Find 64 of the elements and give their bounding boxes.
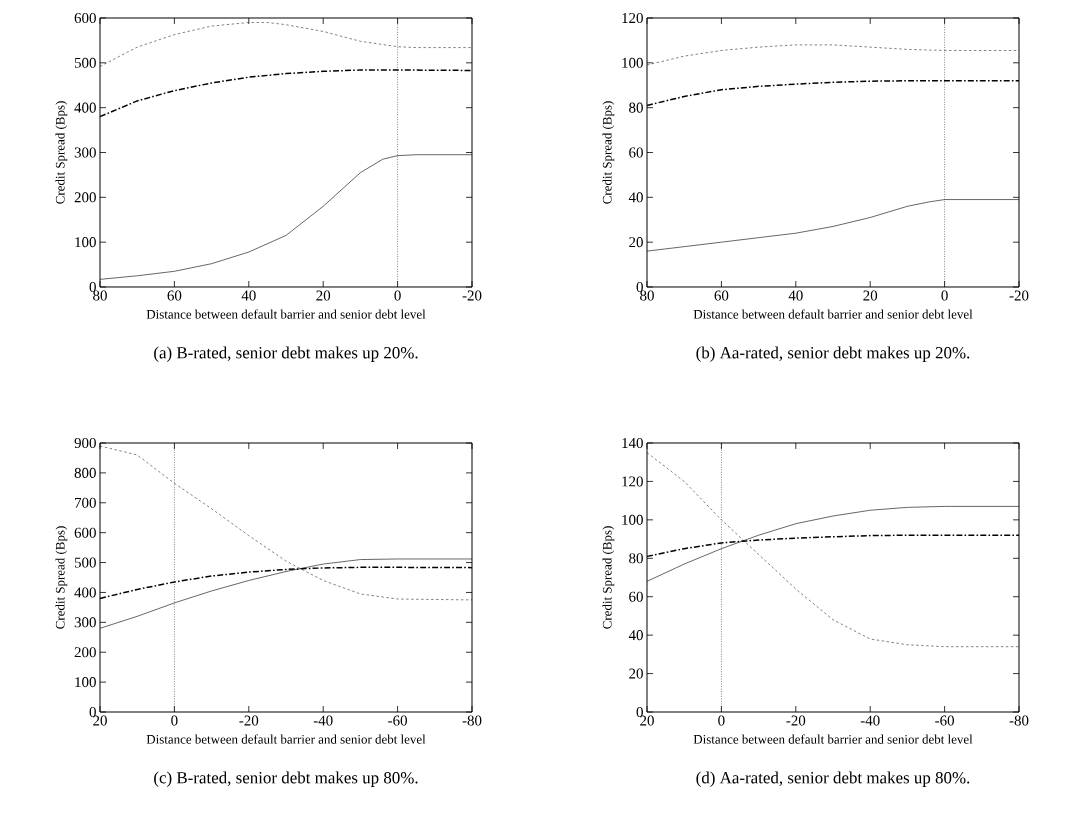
y-tick-label: 60 xyxy=(629,591,643,602)
x-tick-label: -40 xyxy=(313,715,333,726)
y-tick-label: 100 xyxy=(75,237,96,248)
x-tick-label: 60 xyxy=(714,290,729,301)
y-tick-label: 100 xyxy=(622,514,643,525)
x-axis-title: Distance between default barrier and senior debt level xyxy=(146,309,426,319)
text: (a) B-rated, senior debt makes up 20%. xyxy=(154,346,418,362)
y-tick-label: 0 xyxy=(89,706,96,718)
y-axis-title: Credit Spread (Bps) xyxy=(602,526,615,629)
x-tick-label: -80 xyxy=(1009,715,1029,726)
y-tick-label: 200 xyxy=(74,647,96,658)
x-tick-label: 0 xyxy=(941,290,948,301)
x-tick-label: 0 xyxy=(718,715,725,726)
y-tick-label: 60 xyxy=(629,147,643,158)
x-axis-title: Distance between default barrier and senior debt level xyxy=(693,309,973,319)
y-tick-label: 600 xyxy=(74,12,96,24)
x-tick-label: -60 xyxy=(935,715,954,726)
x-tick-label: -20 xyxy=(1009,290,1029,301)
x-tick-label: 20 xyxy=(863,290,878,301)
x-tick-label: -20 xyxy=(239,715,259,726)
x-axis-title: Distance between default barrier and senior debt level xyxy=(146,734,426,744)
text: (d) Aa-rated, senior debt makes up 80%. xyxy=(696,771,970,787)
y-tick-label: 140 xyxy=(622,437,643,449)
y-tick-label: 600 xyxy=(74,527,96,538)
y-tick-label: 40 xyxy=(628,630,643,641)
y-tick-label: 300 xyxy=(74,147,96,158)
y-tick-label: 200 xyxy=(74,192,96,203)
x-tick-label: 20 xyxy=(316,290,331,301)
y-tick-label: 80 xyxy=(629,553,643,564)
y-tick-label: 100 xyxy=(622,57,643,68)
y-tick-label: 40 xyxy=(628,192,643,203)
y-tick-label: 100 xyxy=(75,677,96,688)
y-tick-label: 20 xyxy=(629,668,643,679)
y-tick-label: 500 xyxy=(74,557,96,568)
y-tick-label: 0 xyxy=(89,281,96,293)
x-tick-label: 0 xyxy=(394,290,401,301)
text: (b) Aa-rated, senior debt makes up 20%. xyxy=(696,346,970,362)
x-tick-label: 40 xyxy=(788,290,803,301)
y-tick-label: 900 xyxy=(74,437,96,449)
x-tick-label: 0 xyxy=(171,715,178,726)
y-tick-label: 300 xyxy=(74,617,96,628)
y-tick-label: 0 xyxy=(636,706,643,718)
x-tick-label: -20 xyxy=(786,715,806,726)
y-axis-title: Credit Spread (Bps) xyxy=(602,101,615,204)
x-tick-label: -80 xyxy=(462,715,482,726)
x-tick-label: -20 xyxy=(462,290,482,301)
y-tick-label: 700 xyxy=(75,497,96,508)
x-tick-label: 40 xyxy=(241,290,256,301)
y-tick-label: 80 xyxy=(629,102,643,113)
x-axis-title: Distance between default barrier and senior debt level xyxy=(693,734,973,744)
x-tick-label: 60 xyxy=(167,290,182,301)
x-tick-label: -40 xyxy=(860,715,880,726)
y-tick-label: 120 xyxy=(622,12,643,24)
y-tick-label: 0 xyxy=(636,281,643,293)
y-tick-label: 400 xyxy=(74,102,96,113)
x-tick-label: -60 xyxy=(388,715,407,726)
text: (c) B-rated, senior debt makes up 80%. xyxy=(154,771,418,787)
y-axis-title: Credit Spread (Bps) xyxy=(55,526,68,629)
y-axis-title: Credit Spread (Bps) xyxy=(55,101,68,204)
y-tick-label: 20 xyxy=(629,237,643,248)
y-tick-label: 500 xyxy=(74,57,96,68)
y-tick-label: 800 xyxy=(74,467,96,478)
y-tick-label: 400 xyxy=(74,587,96,598)
y-tick-label: 120 xyxy=(622,476,643,487)
